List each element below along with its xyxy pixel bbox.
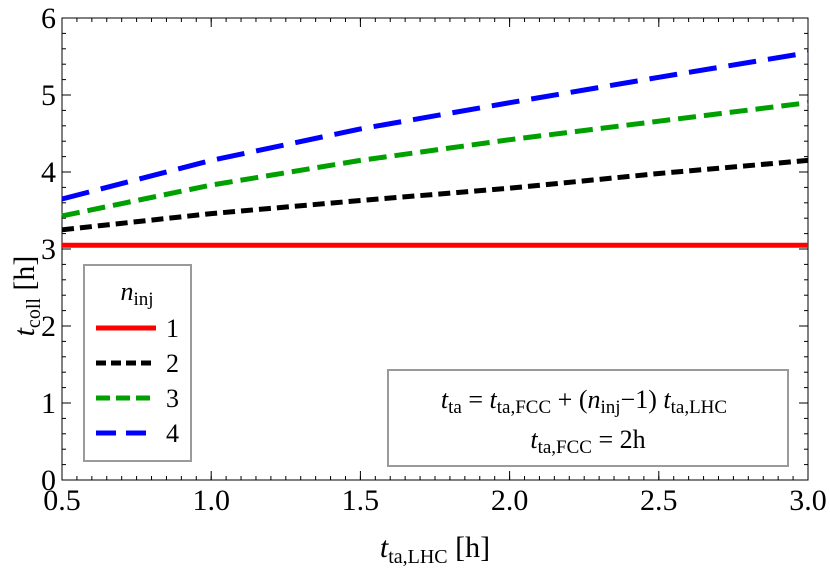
legend-label-3: 3	[166, 384, 179, 413]
y-tick-label: 5	[41, 79, 56, 112]
legend-entries: 1 2 3 4	[96, 314, 179, 448]
legend-label-4: 4	[166, 419, 179, 448]
series-lines	[61, 50, 809, 248]
formula-annotation: tta = tta,FCC + (ninj−1) tta,LHC tta,FCC…	[387, 369, 789, 467]
y-tick-label: 6	[41, 2, 56, 35]
x-tick-labels: 0.5 1.0 1.5 2.0 2.5 3.0	[43, 484, 827, 517]
y-tick-label: 2	[41, 310, 56, 343]
x-axis-title: tta,LHC [h]	[380, 531, 490, 568]
y-tick-label: 3	[41, 233, 56, 266]
major-ticks	[61, 17, 809, 481]
x-tick-label: 1.5	[342, 484, 380, 517]
formula-box	[387, 369, 789, 467]
y-tick-label: 4	[41, 156, 56, 189]
y-tick-label: 0	[41, 464, 56, 497]
formula-line-2: tta,FCC = 2h	[530, 425, 645, 458]
y-tick-label: 1	[41, 387, 56, 420]
legend-title: ninj	[120, 277, 153, 310]
y-axis-title: tcoll [h]	[8, 256, 45, 337]
x-tick-label: 2.0	[491, 484, 529, 517]
legend-label-2: 2	[166, 349, 179, 378]
legend-label-1: 1	[166, 314, 179, 343]
x-tick-label: 3.0	[789, 484, 827, 517]
series-line-4	[61, 50, 809, 202]
x-tick-label: 2.5	[640, 484, 678, 517]
x-tick-label: 0.5	[43, 484, 81, 517]
y-tick-labels: 0 1 2 3 4 5 6	[41, 2, 56, 497]
legend: ninj 1 2 3 4	[83, 264, 192, 462]
x-tick-label: 1.0	[192, 484, 230, 517]
series-line-3	[61, 100, 809, 219]
formula-line-1: tta = tta,FCC + (ninj−1) tta,LHC	[441, 385, 727, 418]
